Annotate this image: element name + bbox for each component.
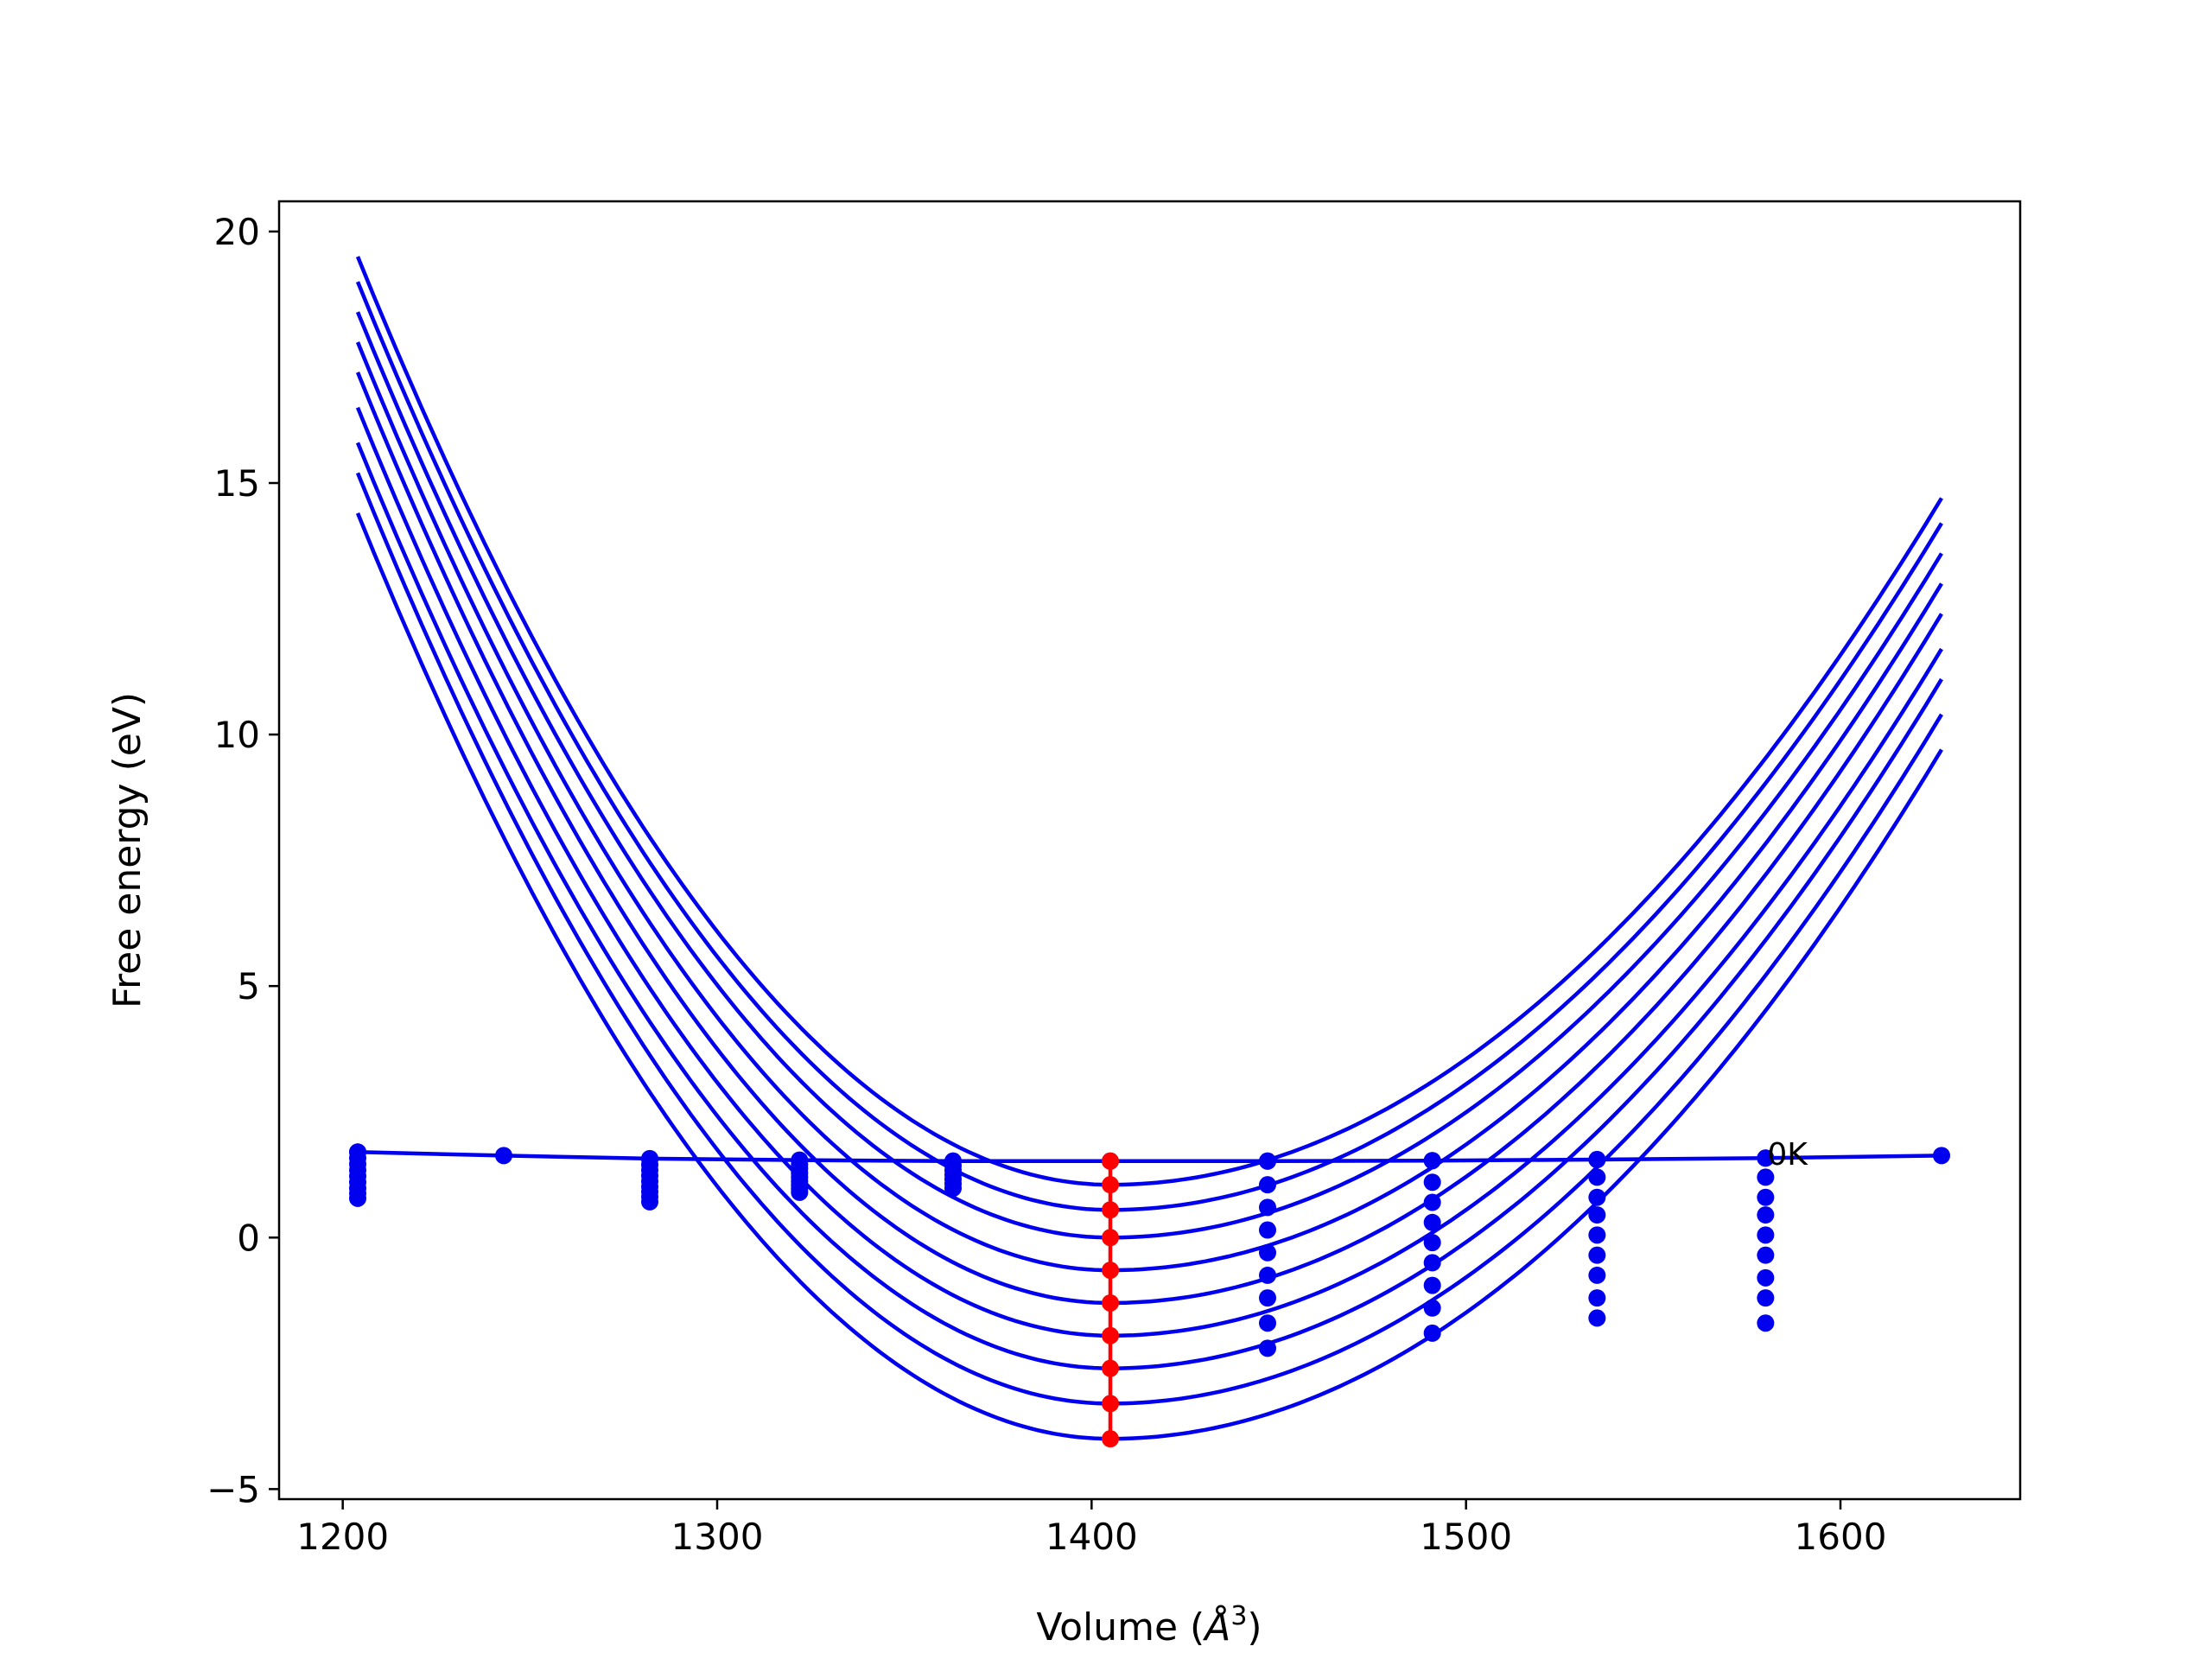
- x-axis-label: Volume (Å3): [1036, 1601, 1262, 1649]
- fit-curve-5: [355, 372, 1943, 1306]
- data-point: [1588, 1168, 1606, 1186]
- data-point: [1423, 1173, 1441, 1192]
- fit-curve-7: [355, 311, 1943, 1240]
- data-point: [1757, 1168, 1775, 1186]
- data-point: [1259, 1339, 1276, 1357]
- data-point: [1757, 1149, 1775, 1167]
- x-tick-label: 1400: [1046, 1516, 1138, 1558]
- data-point: [1423, 1299, 1441, 1317]
- highlight-point: [1102, 1201, 1119, 1219]
- y-tick-label: −5: [207, 1468, 260, 1510]
- y-axis-label: Free energy (eV): [105, 692, 149, 1008]
- highlight-point: [1102, 1176, 1119, 1194]
- x-axis-label-text: Volume (: [1036, 1605, 1205, 1649]
- data-point: [1588, 1289, 1606, 1307]
- x-axis-ticks: 1200 1300 1400 1500 1600: [296, 1499, 1886, 1558]
- data-point: [1259, 1243, 1276, 1262]
- y-tick-label: 0: [237, 1217, 260, 1259]
- data-point: [1757, 1314, 1775, 1332]
- data-point: [1757, 1226, 1775, 1244]
- x-tick-label: 1600: [1795, 1516, 1887, 1558]
- y-axis-ticks: −5 0 5 10 15 20: [207, 211, 279, 1510]
- plot-frame: [277, 200, 2022, 1501]
- data-point: [1757, 1188, 1775, 1206]
- data-point: [1588, 1206, 1606, 1224]
- y-tick-label: 20: [214, 211, 260, 253]
- y-tick-label: 5: [237, 965, 260, 1007]
- x-tick-label: 1300: [671, 1516, 764, 1558]
- highlight-points: [1102, 1152, 1119, 1448]
- data-point: [1588, 1151, 1606, 1169]
- data-point: [1259, 1289, 1276, 1307]
- x-axis-label-unit: Å: [1202, 1604, 1230, 1649]
- data-point: [1423, 1324, 1441, 1342]
- zero-k-series-line: [357, 1150, 1942, 1164]
- fit-curve-9: [355, 256, 1943, 1187]
- zero-k-point: [495, 1147, 512, 1165]
- data-point: [1259, 1152, 1276, 1170]
- highlight-point: [1102, 1326, 1119, 1344]
- data-point: [1259, 1314, 1276, 1332]
- data-point: [1757, 1289, 1775, 1307]
- zero-k-point: [1933, 1147, 1950, 1165]
- x-axis-label-close: ): [1247, 1605, 1262, 1649]
- data-point: [1259, 1221, 1276, 1239]
- data-point: [1259, 1198, 1276, 1217]
- fit-curve-8: [355, 281, 1943, 1212]
- fit-curve-1: [355, 512, 1943, 1441]
- fit-curves: [355, 256, 1943, 1441]
- data-point: [1588, 1266, 1606, 1284]
- data-point: [1423, 1234, 1441, 1252]
- highlight-point: [1102, 1262, 1119, 1280]
- data-point: [349, 1189, 366, 1207]
- data-points: [349, 1143, 1775, 1357]
- data-point: [944, 1179, 962, 1198]
- fit-curve-3: [355, 442, 1943, 1370]
- highlight-point: [1102, 1152, 1119, 1170]
- data-point: [1423, 1254, 1441, 1272]
- data-point: [1423, 1152, 1441, 1170]
- zero-k-line: [349, 1143, 1950, 1170]
- highlight-point: [1102, 1395, 1119, 1413]
- data-point: [1259, 1176, 1276, 1194]
- data-point: [1757, 1246, 1775, 1264]
- data-point: [641, 1192, 658, 1211]
- highlight-point: [1102, 1294, 1119, 1312]
- highlight-point: [1102, 1359, 1119, 1377]
- data-point: [1423, 1213, 1441, 1231]
- fit-curve-2: [355, 472, 1943, 1406]
- x-axis-label-sup: 3: [1230, 1601, 1247, 1631]
- data-point: [1423, 1276, 1441, 1294]
- data-point: [791, 1183, 809, 1201]
- data-point: [1588, 1226, 1606, 1244]
- fit-curve-6: [355, 341, 1943, 1273]
- y-tick-label: 10: [214, 714, 260, 756]
- data-point: [1757, 1206, 1775, 1224]
- data-point: [1588, 1309, 1606, 1327]
- data-point: [1588, 1246, 1606, 1264]
- data-point: [1423, 1193, 1441, 1211]
- annotation-0k: 0K: [1767, 1137, 1808, 1173]
- highlight-point: [1102, 1430, 1119, 1448]
- fit-curve-4: [355, 406, 1943, 1338]
- data-point: [1588, 1188, 1606, 1206]
- x-tick-label: 1200: [296, 1516, 389, 1558]
- data-point: [1259, 1266, 1276, 1284]
- data-point: [1757, 1268, 1775, 1287]
- y-tick-label: 15: [214, 462, 260, 505]
- x-tick-label: 1500: [1420, 1516, 1512, 1558]
- highlight-point: [1102, 1229, 1119, 1247]
